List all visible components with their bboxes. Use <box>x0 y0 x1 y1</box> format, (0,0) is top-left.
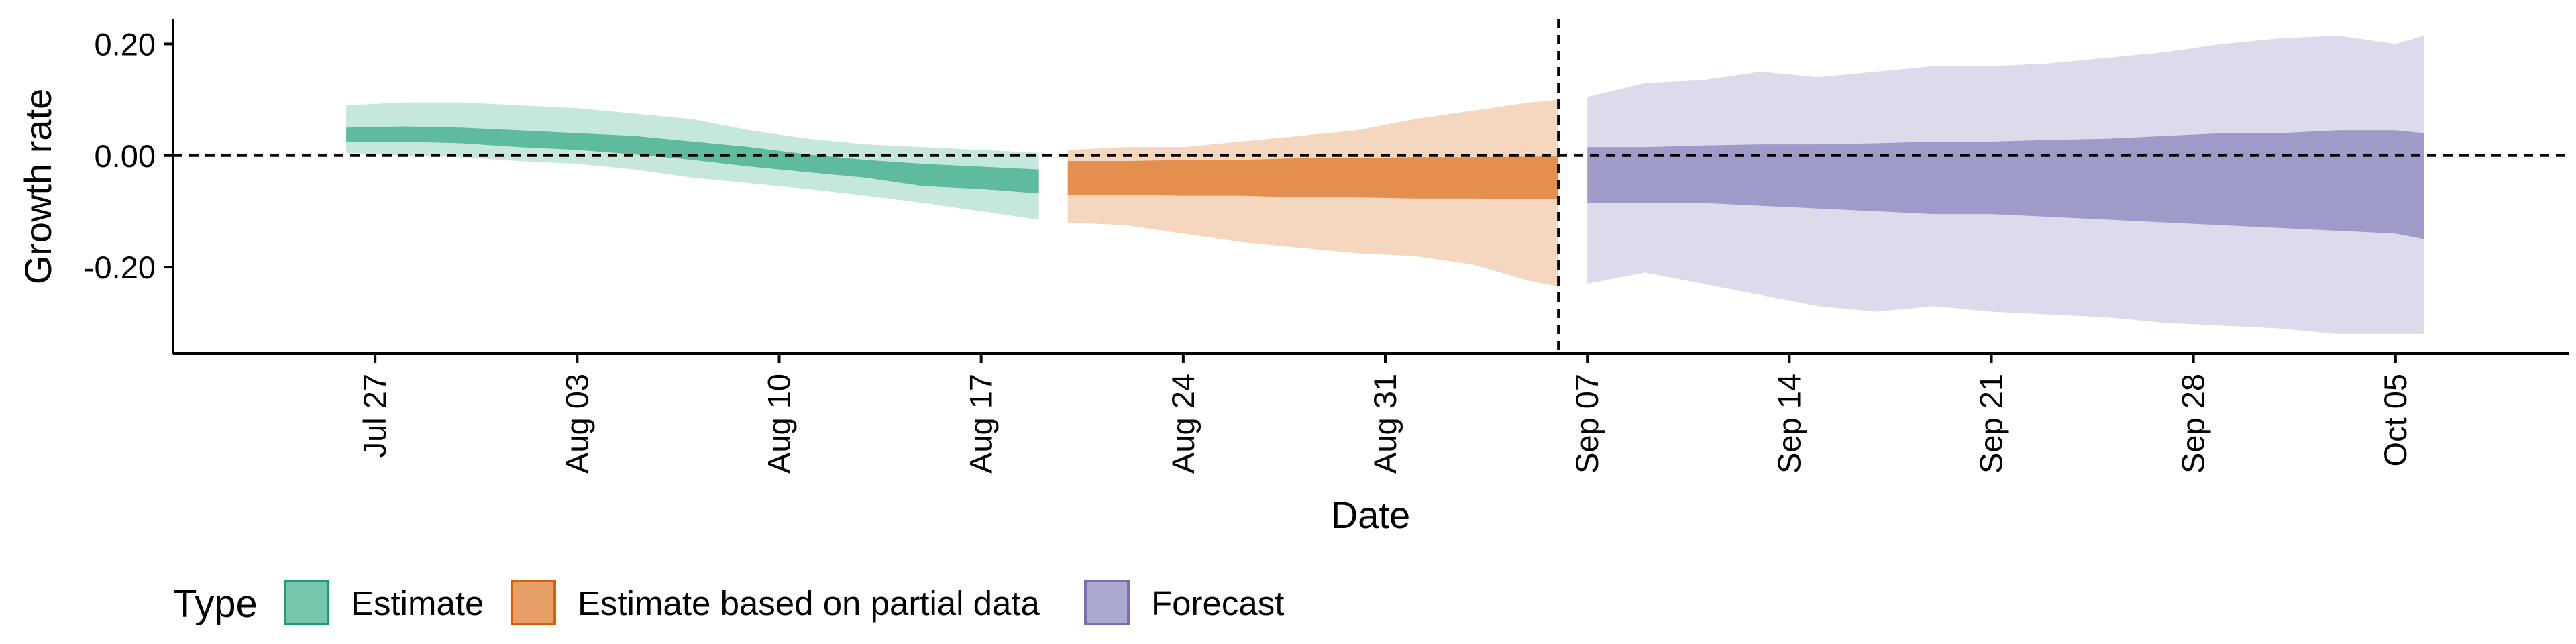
x-tick-label: Sep 14 <box>1771 374 1807 474</box>
x-tick-label: Jul 27 <box>357 374 392 458</box>
tick-layer: Jul 27 Aug 03 Aug 10 Aug 17 Aug 24 Aug 31 Sep … <box>84 26 2413 474</box>
axes <box>172 19 2569 355</box>
y-tick-label: 0.00 <box>95 138 156 174</box>
legend-label-estimate-based-on-partial-data: Estimate based on partial data <box>578 584 1040 623</box>
legend-title: Type <box>173 582 258 626</box>
x-tick-label: Aug 03 <box>559 374 594 474</box>
x-tick-label: Sep 21 <box>1974 374 2009 474</box>
y-tick-label: -0.20 <box>84 250 156 285</box>
x-tick-label: Aug 10 <box>761 374 797 474</box>
estimate-inner-band <box>346 126 1039 194</box>
x-axis-title: Date <box>1331 494 1410 536</box>
x-tick-label: Sep 07 <box>1569 374 1605 474</box>
ribbon-layer <box>346 36 2424 334</box>
estimate-based-on-partial-data-inner-band <box>1067 156 1559 199</box>
x-tick-label: Aug 31 <box>1367 374 1403 474</box>
x-tick-label: Sep 28 <box>2176 374 2211 474</box>
legend-label-estimate: Estimate <box>351 584 484 623</box>
legend-label-forecast: Forecast <box>1151 584 1284 623</box>
y-axis-title: Growth rate <box>17 89 59 285</box>
legend-key-estimate <box>284 580 329 625</box>
y-tick-label: 0.20 <box>95 26 156 62</box>
estimate-outer-band <box>346 102 1039 220</box>
x-tick-label: Aug 24 <box>1165 374 1201 474</box>
legend-key-forecast <box>1084 580 1130 625</box>
legend-key-estimate-based-on-partial-data <box>511 580 556 625</box>
forecast-inner-band <box>1587 130 2424 239</box>
reference-lines <box>173 19 2569 354</box>
x-tick-label: Oct 05 <box>2377 374 2413 466</box>
legend: Type Estimate Estimate based on partial d… <box>173 580 1284 626</box>
x-tick-label: Aug 17 <box>963 374 999 474</box>
